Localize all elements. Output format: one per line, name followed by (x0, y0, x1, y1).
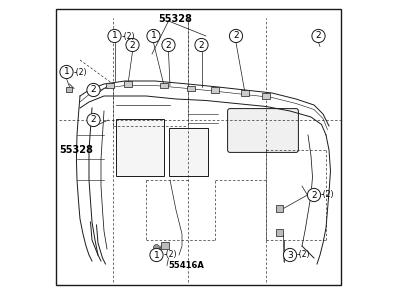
Circle shape (126, 38, 139, 52)
FancyBboxPatch shape (187, 86, 195, 91)
Circle shape (147, 29, 160, 43)
FancyBboxPatch shape (106, 83, 114, 88)
FancyBboxPatch shape (160, 83, 168, 88)
Circle shape (162, 38, 175, 52)
Text: 2: 2 (233, 32, 239, 40)
Text: 2: 2 (130, 40, 135, 50)
Text: -(2): -(2) (74, 68, 87, 76)
Text: -(2): -(2) (321, 190, 334, 200)
FancyBboxPatch shape (241, 90, 249, 96)
FancyBboxPatch shape (168, 128, 208, 176)
Text: 1: 1 (112, 32, 117, 40)
Text: -(2): -(2) (122, 32, 135, 40)
Text: -(2): -(2) (164, 250, 177, 260)
Text: 2: 2 (199, 40, 204, 50)
FancyBboxPatch shape (66, 87, 72, 92)
Circle shape (108, 29, 121, 43)
Circle shape (230, 29, 242, 43)
Circle shape (312, 29, 325, 43)
Text: 2: 2 (166, 40, 171, 50)
Text: 1: 1 (64, 68, 69, 76)
Circle shape (154, 244, 160, 250)
Text: 2: 2 (316, 32, 321, 40)
Text: 1: 1 (154, 250, 159, 260)
FancyBboxPatch shape (276, 205, 283, 212)
Circle shape (87, 83, 100, 97)
Circle shape (195, 38, 208, 52)
Text: 55328: 55328 (60, 145, 94, 155)
Circle shape (60, 65, 73, 79)
FancyBboxPatch shape (211, 87, 219, 93)
FancyBboxPatch shape (124, 81, 132, 87)
Circle shape (283, 248, 297, 262)
Circle shape (150, 248, 163, 262)
FancyBboxPatch shape (276, 229, 283, 236)
Text: 55328: 55328 (158, 14, 192, 25)
Text: 2: 2 (91, 85, 96, 94)
Text: 3: 3 (287, 250, 293, 260)
FancyBboxPatch shape (116, 118, 164, 176)
FancyBboxPatch shape (228, 109, 298, 152)
Text: 2: 2 (91, 116, 96, 124)
Circle shape (307, 188, 321, 202)
Text: 1: 1 (151, 32, 156, 40)
Text: 55416A: 55416A (168, 261, 204, 270)
Text: -(2): -(2) (297, 250, 310, 260)
FancyBboxPatch shape (161, 242, 169, 249)
Circle shape (87, 113, 100, 127)
FancyBboxPatch shape (262, 93, 270, 99)
Text: 2: 2 (311, 190, 317, 200)
